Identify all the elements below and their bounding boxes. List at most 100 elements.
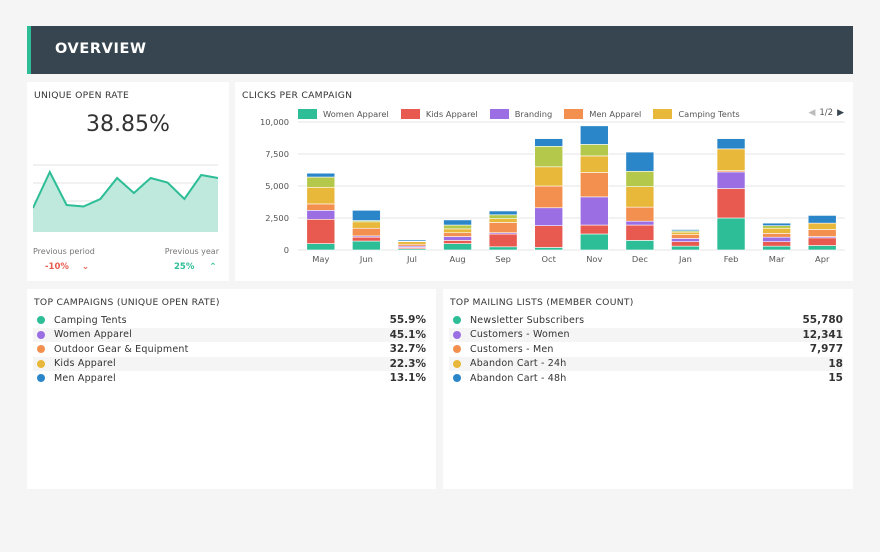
bar-segment <box>579 196 609 226</box>
previous-page-icon[interactable]: ◀ <box>808 108 816 118</box>
list-name: Customers - Men <box>470 343 554 355</box>
x-tick-label: Feb <box>724 254 739 264</box>
x-tick-label: Jul <box>406 254 417 264</box>
bar-segment <box>352 240 381 251</box>
bar-segment <box>443 243 472 251</box>
list-item[interactable]: Outdoor Gear & Equipment 32.7% <box>33 342 426 357</box>
list-count: 15 <box>828 372 843 385</box>
x-tick-label: Sep <box>495 254 511 264</box>
bar-segment <box>488 214 518 219</box>
list-item[interactable]: Customers - Women 12,341 <box>449 327 843 342</box>
bar-segment <box>625 206 655 222</box>
bar-segment <box>579 144 609 157</box>
list-item[interactable]: Men Apparel 13.1% <box>33 371 426 386</box>
legend-swatch <box>564 109 584 119</box>
campaign-rate: 45.1% <box>389 328 426 341</box>
bar-segment <box>807 245 837 251</box>
bar-segment <box>762 227 791 234</box>
overview-header: OVERVIEW <box>27 26 853 74</box>
bar-segment <box>488 210 518 216</box>
top-lists-title: TOP MAILING LISTS (MEMBER COUNT) <box>450 297 634 308</box>
top-campaigns-title: TOP CAMPAIGNS (UNIQUE OPEN RATE) <box>34 297 220 308</box>
bar-segment <box>488 246 518 251</box>
list-item[interactable]: Kids Apparel 22.3% <box>33 356 426 371</box>
previous-period-delta-value: -10% <box>45 262 69 272</box>
campaign-name: Camping Tents <box>54 314 127 326</box>
bar-segment <box>762 241 791 247</box>
bar-segment <box>306 218 336 244</box>
bar-segment <box>352 221 381 229</box>
open-rate-card: UNIQUE OPEN RATE 38.85% Previous period … <box>27 82 229 281</box>
bar-segment <box>716 217 746 251</box>
status-dot-icon <box>453 374 461 383</box>
bar-segment <box>625 224 655 241</box>
top-lists-list: Newsletter Subscribers 55,780 Customers … <box>449 313 843 386</box>
bar-segment <box>579 125 609 145</box>
sparkline-line <box>33 169 218 209</box>
bar-segment <box>306 210 336 220</box>
status-dot-icon <box>453 316 461 325</box>
legend-label: Women Apparel <box>323 109 389 119</box>
bar-segment <box>762 222 791 226</box>
bar-segment <box>671 234 700 239</box>
list-name: Abandon Cart - 24h <box>470 358 567 370</box>
y-tick-label: 10,000 <box>260 117 289 127</box>
y-tick-label: 2,500 <box>265 213 289 223</box>
legend-item-branding[interactable]: Branding <box>489 109 552 119</box>
y-tick-label: 5,000 <box>265 181 289 191</box>
y-tick-label: 7,500 <box>265 149 289 159</box>
top-lists-card: TOP MAILING LISTS (MEMBER COUNT) Newslet… <box>443 289 853 489</box>
chart-legend: Women Apparel Kids Apparel Branding Men … <box>298 109 752 119</box>
list-name: Newsletter Subscribers <box>470 314 585 326</box>
legend-item-camping-tents[interactable]: Camping Tents <box>653 109 740 119</box>
open-rate-sparkline <box>33 164 218 232</box>
bar-segment <box>671 231 700 235</box>
legend-item-kids-apparel[interactable]: Kids Apparel <box>400 109 478 119</box>
list-count: 18 <box>828 357 843 370</box>
bar-segment <box>534 185 564 209</box>
pager-label: 1/2 <box>819 108 834 118</box>
legend-label: Camping Tents <box>678 109 740 119</box>
list-name: Customers - Women <box>470 329 570 341</box>
x-tick-label: Apr <box>815 254 830 264</box>
list-item[interactable]: Customers - Men 7,977 <box>449 342 843 357</box>
campaign-name: Kids Apparel <box>54 358 116 370</box>
list-item[interactable]: Newsletter Subscribers 55,780 <box>449 313 843 328</box>
campaign-rate: 32.7% <box>389 343 426 356</box>
previous-year-delta-value: 25% <box>174 262 195 272</box>
legend-swatch <box>298 109 317 119</box>
x-tick-label: May <box>312 254 329 264</box>
bar-segment <box>625 151 655 172</box>
status-dot-icon <box>453 330 461 339</box>
open-rate-title: UNIQUE OPEN RATE <box>34 90 130 101</box>
list-item[interactable]: Women Apparel 45.1% <box>33 327 426 342</box>
clicks-bar-chart: 0 2,500 5,000 7,500 10,000 May Jun Jul Aug Sep Oct… <box>260 117 845 264</box>
legend-item-women-apparel[interactable]: Women Apparel <box>298 109 389 119</box>
next-page-icon[interactable]: ▶ <box>837 108 844 118</box>
bar-segment <box>306 172 336 178</box>
x-tick-label: Nov <box>586 254 602 264</box>
status-dot-icon <box>453 359 461 368</box>
legend-pager: ◀ 1/2 ▶ <box>808 108 844 118</box>
bar-segment <box>352 227 381 237</box>
list-item[interactable]: Camping Tents 55.9% <box>33 313 426 328</box>
previous-period-label: Previous period <box>33 247 95 256</box>
bar-segment <box>534 166 564 187</box>
campaign-rate: 22.3% <box>389 357 426 370</box>
bar-segment <box>352 236 381 242</box>
bar-segment <box>534 146 564 168</box>
bar-segment <box>671 241 700 247</box>
list-item[interactable]: Abandon Cart - 24h 18 <box>449 356 843 371</box>
campaign-rate: 55.9% <box>389 314 426 327</box>
legend-item-men-apparel[interactable]: Men Apparel <box>564 109 641 119</box>
bar-segment <box>443 224 472 230</box>
bar-segment <box>807 229 837 237</box>
sparkline-area <box>33 172 218 232</box>
bar-segment <box>625 186 655 208</box>
list-count: 12,341 <box>802 328 843 341</box>
bar-segment <box>716 188 746 219</box>
status-dot-icon <box>453 345 461 354</box>
bar-segment <box>443 219 472 226</box>
status-dot-icon <box>37 330 45 339</box>
list-item[interactable]: Abandon Cart - 48h 15 <box>449 371 843 386</box>
